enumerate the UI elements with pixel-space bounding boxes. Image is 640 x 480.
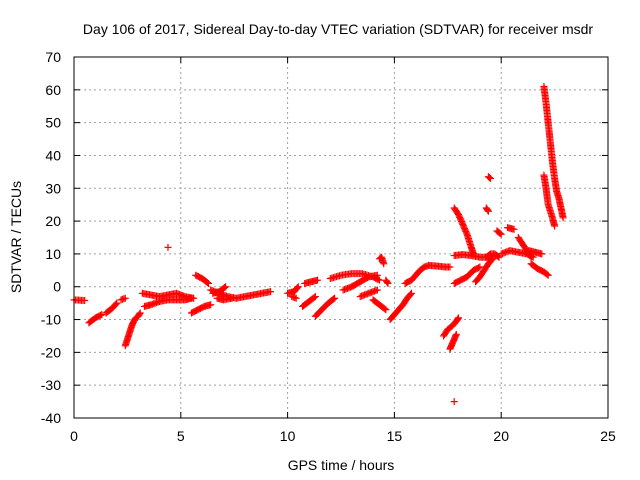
data-point-marker: [452, 330, 460, 338]
data-point-marker: [164, 243, 172, 251]
data-point-marker: [375, 276, 383, 284]
data-point-marker: [407, 289, 415, 297]
plot-frame: [73, 56, 609, 419]
data-point-marker: [544, 271, 552, 279]
y-tick-label: 60: [45, 82, 61, 98]
data-point-marker: [527, 253, 535, 261]
data-points: [70, 83, 567, 406]
y-tick-label: -10: [41, 312, 61, 328]
y-tick-label: 40: [45, 147, 61, 163]
data-point-marker: [488, 256, 496, 264]
data-point-marker: [475, 264, 483, 272]
axis-ticks: [73, 56, 609, 419]
data-point-marker: [267, 288, 275, 296]
data-point-marker: [559, 214, 567, 222]
y-tick-label: -20: [41, 344, 61, 360]
data-point-marker: [454, 315, 462, 323]
data-point-marker: [311, 293, 319, 301]
data-point-marker: [205, 279, 213, 287]
data-point-marker: [373, 271, 381, 279]
y-axis-label: SDTVAR / TECUs: [8, 181, 24, 293]
data-point-marker: [551, 222, 559, 230]
data-point-marker: [476, 263, 484, 271]
data-point-marker: [331, 294, 339, 302]
y-tick-label: 30: [45, 180, 61, 196]
data-point-marker: [207, 301, 215, 309]
data-point-marker: [407, 290, 415, 298]
data-point-marker: [136, 309, 144, 317]
data-point-marker: [294, 283, 302, 291]
y-tick-label: -30: [41, 377, 61, 393]
data-point-marker: [381, 305, 389, 313]
data-point-marker: [510, 225, 518, 233]
data-point-marker: [485, 174, 493, 182]
data-point-marker: [98, 311, 106, 319]
data-point-marker: [487, 174, 495, 182]
data-point-marker: [469, 250, 477, 258]
data-point-marker: [293, 284, 301, 292]
x-tick-label: 10: [280, 428, 296, 444]
x-axis-label: GPS time / hours: [288, 457, 395, 473]
data-point-marker: [497, 230, 505, 238]
grid-lines: [74, 57, 608, 418]
data-point-marker: [484, 207, 492, 215]
data-point-marker: [81, 297, 89, 305]
data-point-marker: [383, 278, 391, 286]
data-point-marker: [374, 276, 382, 284]
x-tick-label: 15: [387, 428, 403, 444]
x-tick-labels: 0 5 10 15 20 25: [70, 428, 616, 444]
data-point-marker: [489, 255, 497, 263]
data-point-marker: [136, 310, 144, 318]
y-tick-labels: -40 -30 -20 -10 0 10 20 30 40 50 60 70: [41, 49, 61, 426]
data-point-marker: [310, 293, 318, 301]
x-tick-label: 25: [600, 428, 616, 444]
data-point-marker: [450, 398, 458, 406]
y-tick-label: 0: [53, 279, 61, 295]
x-tick-label: 20: [493, 428, 509, 444]
y-tick-label: 20: [45, 213, 61, 229]
data-point-marker: [228, 294, 236, 302]
data-point-marker: [484, 206, 492, 214]
data-point-marker: [121, 294, 129, 302]
data-point-marker: [446, 263, 454, 271]
data-point-marker: [314, 276, 322, 284]
data-point-marker: [96, 311, 104, 319]
data-point-marker: [538, 250, 546, 258]
data-point-marker: [373, 286, 381, 294]
data-point-marker: [543, 270, 551, 278]
data-point-marker: [454, 314, 462, 322]
data-point-marker: [384, 279, 392, 287]
x-tick-label: 5: [177, 428, 185, 444]
y-tick-label: 10: [45, 246, 61, 262]
data-point-marker: [382, 306, 390, 314]
chart-title: Day 106 of 2017, Sidereal Day-to-day VTE…: [83, 21, 593, 37]
y-tick-label: -40: [41, 410, 61, 426]
data-point-marker: [496, 229, 504, 237]
y-tick-label: 70: [45, 49, 61, 65]
y-tick-label: 50: [45, 115, 61, 131]
data-point-marker: [380, 260, 388, 268]
x-tick-label: 0: [70, 428, 78, 444]
data-point-marker: [330, 295, 338, 303]
data-point-marker: [187, 294, 195, 302]
data-point-marker: [113, 299, 121, 307]
data-point-marker: [112, 300, 120, 308]
data-point-marker: [292, 294, 300, 302]
data-point-marker: [204, 279, 211, 287]
data-point-marker: [222, 283, 230, 291]
data-point-marker: [221, 284, 229, 292]
